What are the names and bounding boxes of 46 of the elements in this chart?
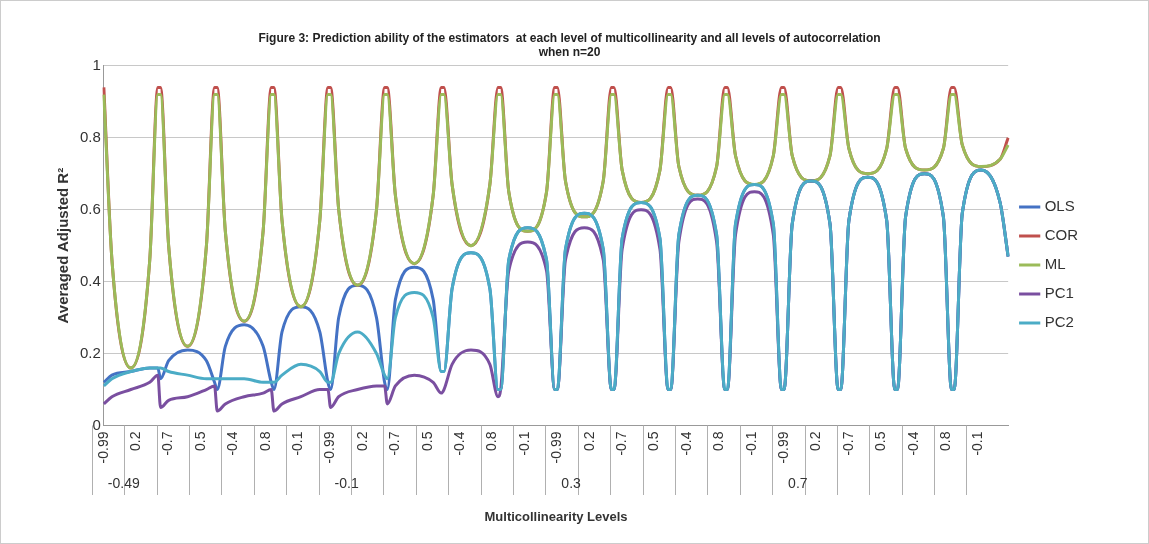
legend-label: ML [1044,255,1066,273]
x-tick-label: -0.99 [321,431,338,464]
text: -0.49 [107,474,140,491]
text: 0.7 [788,474,808,491]
x-tick-label: 0.8 [936,431,953,451]
y-tick-label: 0.8 [79,127,101,145]
text: 0.3 [561,474,582,491]
x-tick-label: 0.5 [191,431,208,451]
x-tick-label: -0.7 [386,431,403,456]
x-tick-label: 0.5 [645,431,662,451]
y-tick-label: 0 [92,415,101,433]
text: -0.1 [334,474,359,491]
legend-label: COR [1044,226,1079,244]
x-tick-label: -0.1 [289,431,306,456]
x-tick-label: 0.2 [353,431,370,451]
x-tick-label: 0.8 [710,431,727,451]
x-tick-label: -0.1 [742,431,759,456]
x-tick-label: 0.2 [127,431,144,451]
x-tick-label: -0.4 [904,431,921,456]
x-tick-label: -0.99 [94,431,111,464]
y-tick-label: 0.4 [79,271,101,289]
legend-label: PC1 [1044,284,1074,302]
x-tick-label: -0.7 [839,431,856,456]
x-tick-label: -0.7 [613,431,630,456]
legend-label: OLS [1044,197,1075,215]
legend-label: PC2 [1044,313,1074,331]
x-tick-label: -0.1 [515,431,532,456]
x-tick-label: -0.99 [774,431,791,464]
x-tick-label: 0.2 [807,431,824,451]
x-tick-label: -0.4 [224,431,241,456]
y-axis-title: Averaged Adjusted R² [54,167,72,324]
x-tick-label: -0.4 [677,431,694,456]
x-tick-label: 0.8 [256,431,273,451]
x-tick-label: -0.4 [451,431,468,456]
x-tick-label: 0.5 [872,431,889,451]
y-tick-label: 0.6 [79,199,101,217]
y-tick-label: 1 [92,55,101,73]
x-tick-label: 0.2 [580,431,597,451]
y-tick-label: 0.2 [79,343,101,361]
chart-title: Figure 3: Prediction ability of the estimators at each level of multicollinearity and all levels of autocorrelation when n=20 [258,30,881,59]
x-tick-label: 0.8 [483,431,500,451]
x-tick-label: -0.1 [969,431,986,456]
x-axis-title: Multicollinearity Levels [484,508,628,524]
x-tick-label: -0.99 [548,431,565,464]
x-tick-label: -0.7 [159,431,176,456]
x-tick-label: 0.5 [418,431,435,451]
